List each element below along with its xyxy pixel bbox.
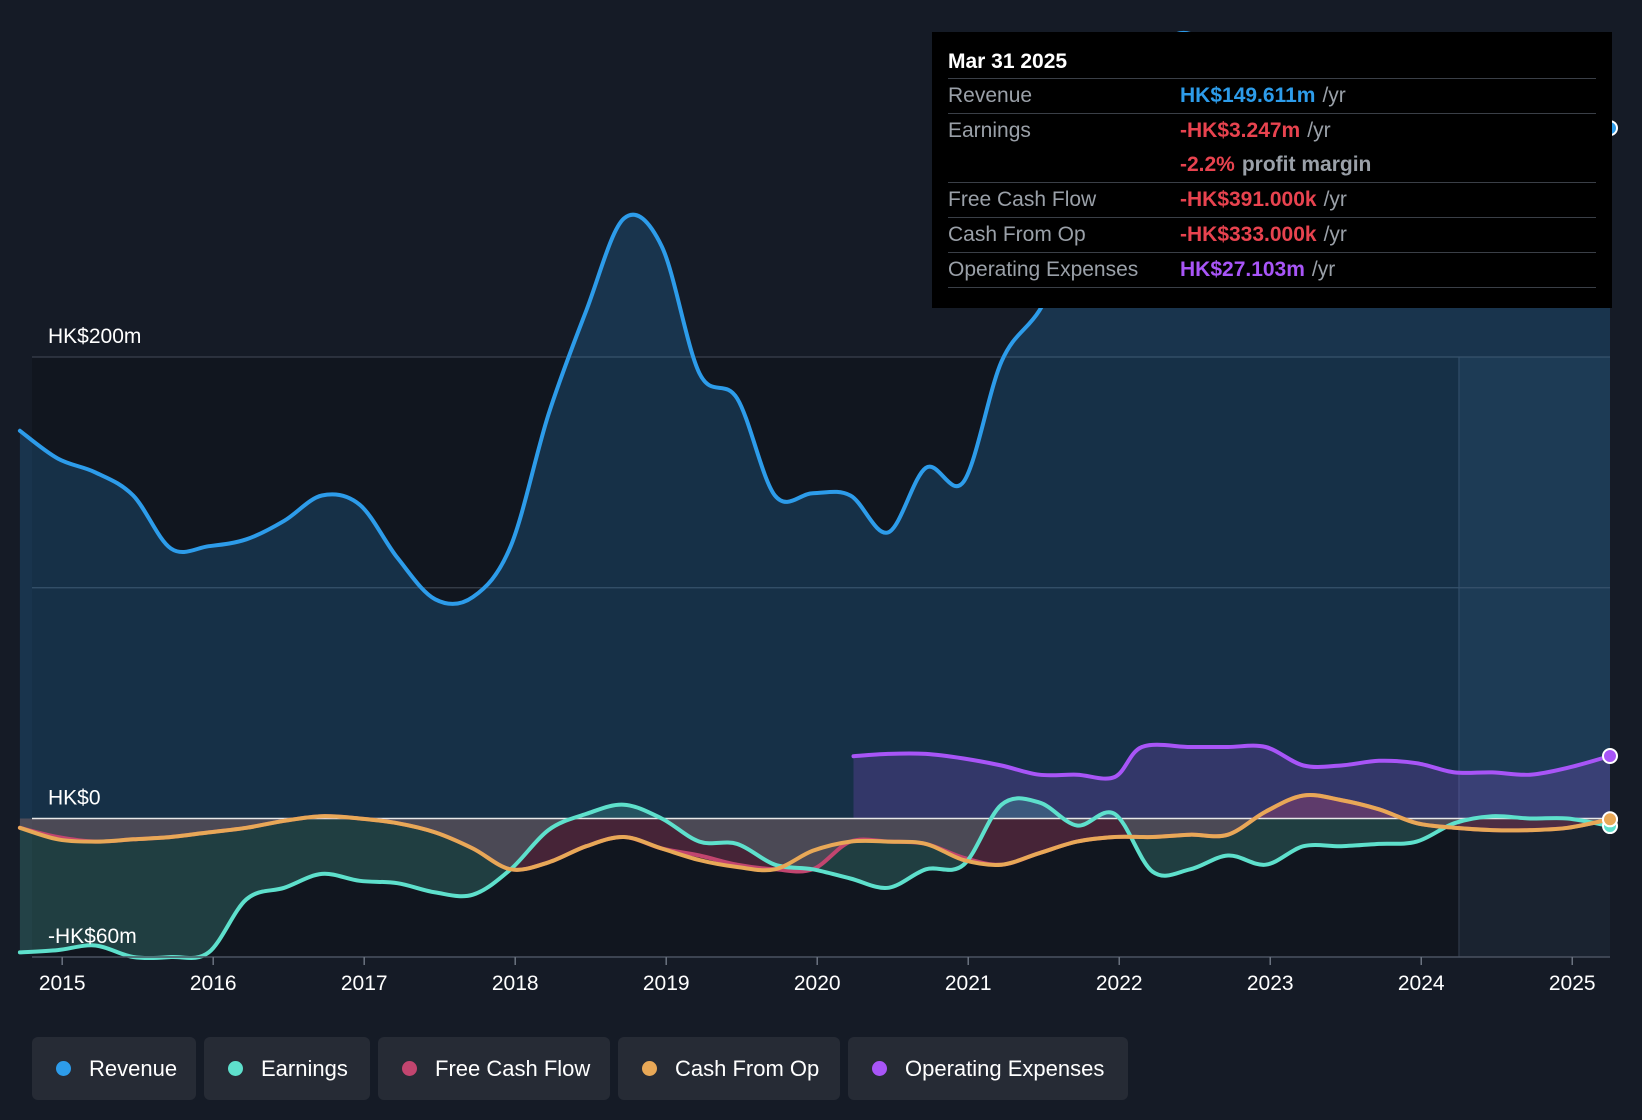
y-tick-label: HK$0	[48, 787, 101, 810]
tooltip-value: -HK$333.000k	[1180, 223, 1317, 246]
y-tick-label: HK$200m	[48, 325, 141, 348]
free-cash-flow-area	[19, 794, 1610, 872]
legend-item-earnings[interactable]: Earnings	[204, 1037, 370, 1100]
tooltip-unit: /yr	[1307, 119, 1331, 142]
legend-label: Revenue	[89, 1055, 178, 1081]
x-tick-label: 2017	[341, 972, 388, 995]
legend-label: Free Cash Flow	[435, 1055, 591, 1081]
tooltip-value: -HK$3.247m	[1180, 119, 1301, 142]
cash-from-op-line	[17, 793, 1612, 873]
tooltip-label: Operating Expenses	[948, 258, 1139, 281]
tooltip-value: -2.2%	[1180, 153, 1235, 176]
tooltip-unit: /yr	[1323, 223, 1347, 246]
x-tick-label: 2016	[190, 972, 237, 995]
forecast-region	[1458, 357, 1610, 957]
cash-from-op-end-point	[1602, 811, 1618, 828]
operating-expenses-line	[851, 742, 1612, 781]
tooltip-label: Free Cash Flow	[948, 188, 1097, 211]
earnings-area	[19, 798, 1610, 959]
operating-expenses-dot-icon	[872, 1061, 887, 1076]
tooltip-unit: /yr	[1323, 188, 1347, 211]
cash-from-op-dot-icon	[642, 1061, 657, 1076]
legend-item-operating-expenses[interactable]: Operating Expenses	[848, 1037, 1128, 1100]
plot-background	[32, 357, 1610, 957]
x-tick-label: 2025	[1549, 972, 1596, 995]
tooltip-row-cash-from-op: Cash From Op -HK$333.000k /yr	[948, 218, 1596, 253]
legend-item-revenue[interactable]: Revenue	[32, 1037, 196, 1100]
tooltip-value: HK$27.103m	[1180, 258, 1305, 281]
tooltip-row-profit-margin: -2.2% profit margin	[948, 148, 1596, 183]
tooltip-row-revenue: Revenue HK$149.611m /yr	[948, 79, 1596, 114]
x-tick-label: 2021	[945, 972, 992, 995]
x-tick-label: 2023	[1247, 972, 1294, 995]
legend-label: Operating Expenses	[905, 1055, 1105, 1081]
tooltip-row-operating-expenses: Operating Expenses HK$27.103m /yr	[948, 253, 1596, 288]
x-tick-label: 2022	[1096, 972, 1143, 995]
tooltip-value: HK$149.611m	[1180, 84, 1316, 107]
tooltip-label	[948, 148, 1180, 182]
x-tick-label: 2018	[492, 972, 539, 995]
x-tick-label: 2020	[794, 972, 841, 995]
tooltip-label: Revenue	[948, 84, 1033, 107]
tooltip-label: Cash From Op	[948, 223, 1086, 246]
tooltip-date: Mar 31 2025	[948, 46, 1596, 79]
tooltip: Mar 31 2025 Revenue HK$149.611m /yr Earn…	[932, 32, 1612, 308]
x-tick-label: 2019	[643, 972, 690, 995]
earnings-dot-icon	[228, 1061, 243, 1076]
legend-label: Earnings	[261, 1055, 348, 1081]
x-tick-label: 2024	[1398, 972, 1445, 995]
tooltip-label: Earnings	[948, 119, 1031, 142]
tooltip-unit: /yr	[1311, 258, 1336, 281]
tooltip-row-earnings: Earnings -HK$3.247m /yr	[948, 114, 1596, 148]
legend-label: Cash From Op	[675, 1055, 820, 1081]
earnings-line	[17, 796, 1612, 961]
legend-item-free-cash-flow[interactable]: Free Cash Flow	[378, 1037, 610, 1100]
tooltip-value: -HK$391.000k	[1180, 188, 1317, 211]
tooltip-unit: profit margin	[1241, 153, 1372, 176]
revenue-dot-icon	[56, 1061, 71, 1076]
free-cash-flow-dot-icon	[402, 1061, 417, 1076]
tooltip-row-free-cash-flow: Free Cash Flow -HK$391.000k /yr	[948, 183, 1596, 218]
operating-expenses-end-point	[1602, 747, 1618, 764]
tooltip-unit: /yr	[1322, 84, 1346, 107]
x-tick-label: 2015	[39, 972, 86, 995]
y-tick-label: -HK$60m	[48, 925, 137, 948]
operating-expenses-area	[853, 744, 1610, 819]
legend-item-cash-from-op[interactable]: Cash From Op	[618, 1037, 840, 1100]
